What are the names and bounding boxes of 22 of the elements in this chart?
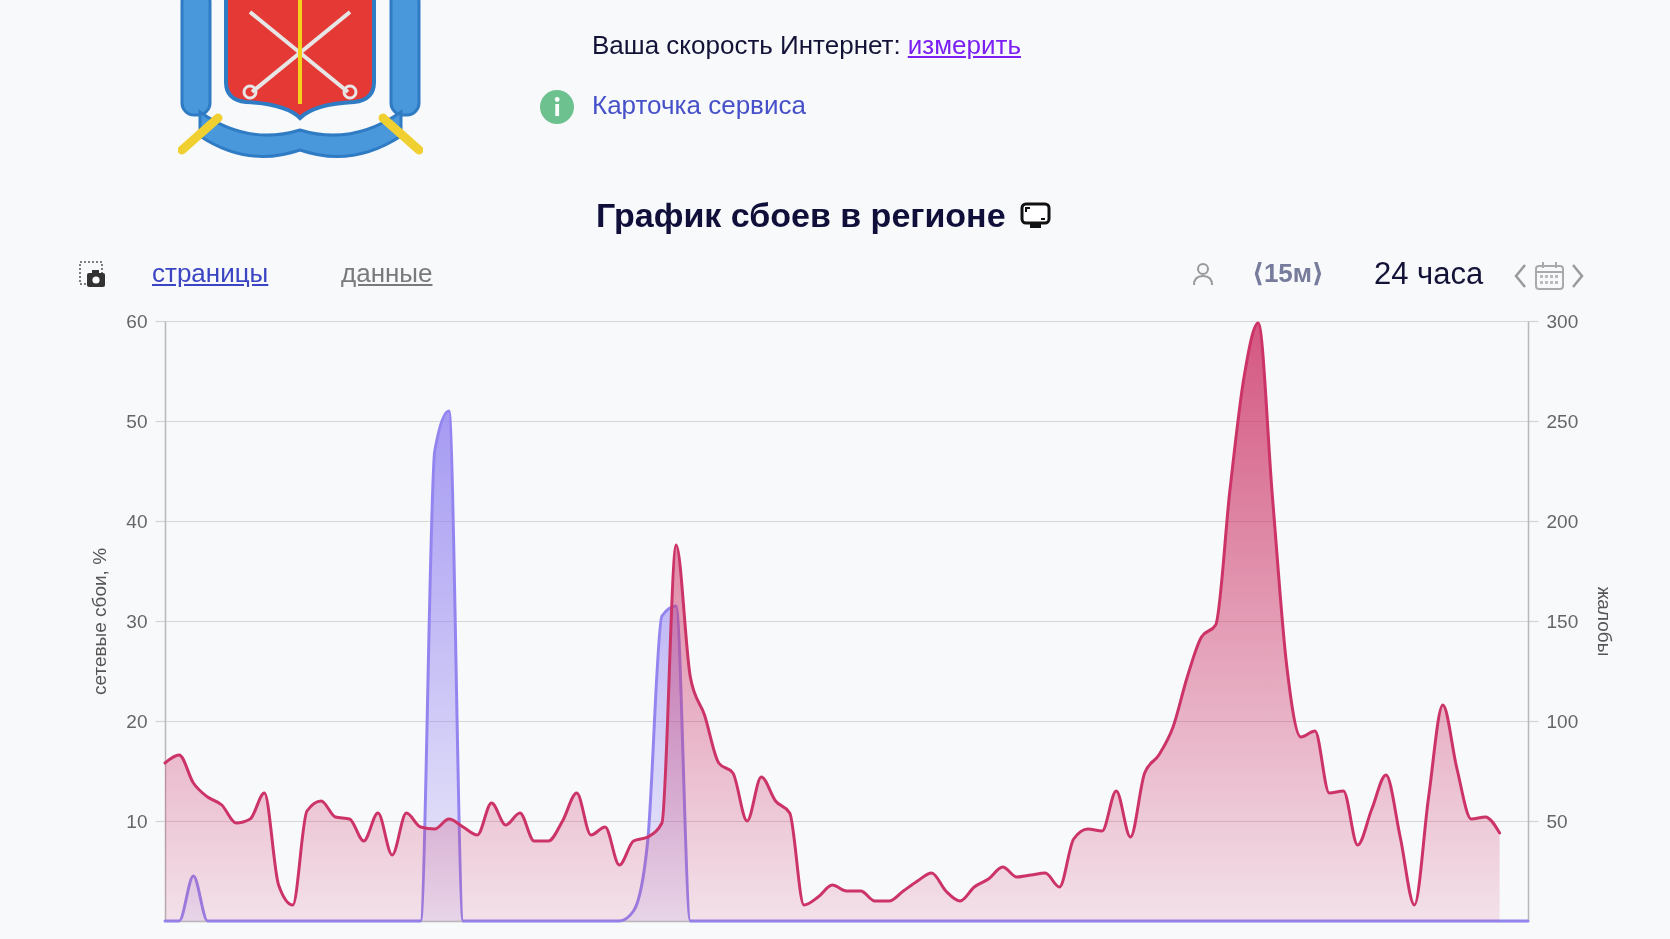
y2-tick-label: 150 [1546,610,1579,632]
text: Карточка сервиса [592,90,806,121]
text: данные [341,258,433,289]
y2-axis-title: жалобы [1594,586,1616,657]
y-tick-label: 60 [126,310,148,332]
y2-tick-label: 50 [1546,810,1568,832]
chart-title: График сбоев в регионе [596,196,1006,236]
text: ⟨15м⟩ [1252,258,1324,289]
y-tick-label: 20 [126,710,148,732]
y2-tick-label: 300 [1546,310,1579,332]
y-axis-title: сетевые сбои, % [89,547,111,696]
y-tick-label: 50 [126,410,148,432]
y2-tick-label: 250 [1546,410,1579,432]
y2-tick-label: 100 [1546,710,1579,732]
text: Ваша скорость Интернет: [592,30,901,61]
y-tick-label: 30 [126,610,148,632]
text: страницы [152,258,269,289]
text: измерить [907,30,1021,61]
y-tick-label: 10 [126,810,148,832]
text: 24 часа [1374,256,1484,292]
y-tick-label: 40 [126,510,148,532]
y2-tick-label: 200 [1546,510,1579,532]
